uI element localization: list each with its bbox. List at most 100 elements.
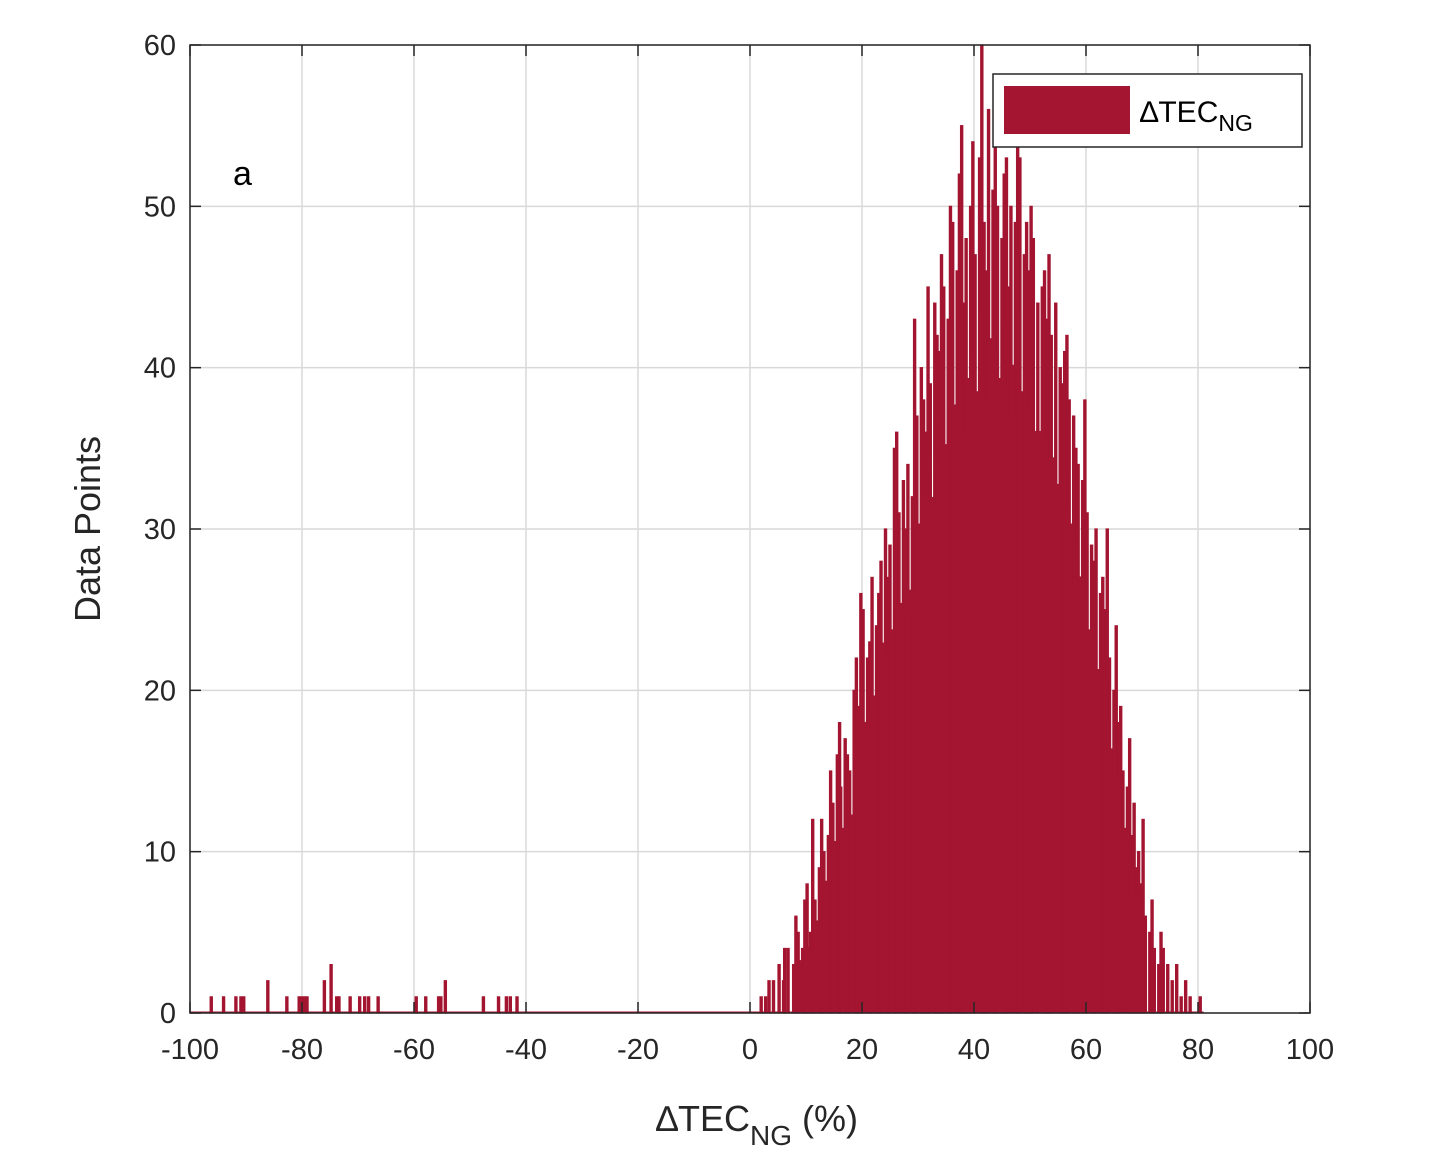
histogram-bar-fill xyxy=(969,351,973,1013)
histogram-bar-fill xyxy=(978,311,982,1013)
histogram-bar-fill xyxy=(1009,364,1016,1013)
histogram-bar-fill xyxy=(1126,827,1130,1013)
y-tick-label: 60 xyxy=(144,30,176,62)
histogram-bar-fill xyxy=(1090,642,1094,1013)
histogram-bar-fill xyxy=(951,404,958,1013)
x-tick-label: 100 xyxy=(1286,1034,1334,1066)
histogram-bar-fill xyxy=(859,682,863,1013)
histogram-bar xyxy=(302,996,306,1014)
histogram-bar xyxy=(209,996,213,1014)
x-tick-labels: -100 -80 -60 -40 -20 0 20 40 60 80 100 xyxy=(161,1034,1334,1066)
histogram-bar xyxy=(515,996,519,1014)
histogram-bar-fill xyxy=(794,946,799,1013)
histogram-bar-fill xyxy=(1139,907,1143,1013)
y-tick-labels: 0 10 20 30 40 50 60 xyxy=(144,30,176,1030)
histogram-bars xyxy=(190,44,1204,1014)
histogram-bar-fill xyxy=(904,616,908,1013)
histogram-bar-fill xyxy=(1005,417,1009,1013)
histogram-bar xyxy=(1174,963,1179,1014)
x-tick-label: -60 xyxy=(393,1034,435,1066)
histogram-bar-fill xyxy=(1050,457,1056,1013)
y-tick-label: 20 xyxy=(144,675,176,707)
histogram-bar-fill xyxy=(902,616,906,1013)
y-tick-label: 50 xyxy=(144,191,176,223)
histogram-bar-fill xyxy=(831,841,838,1013)
histogram-bar-fill xyxy=(991,338,996,1014)
histogram-bar-fill xyxy=(1047,457,1052,1013)
histogram-bar xyxy=(508,996,513,1014)
histogram-bar-fill xyxy=(806,946,811,1013)
histogram-bar-fill xyxy=(870,695,877,1013)
histogram-bar-fill xyxy=(915,523,922,1013)
histogram-bar xyxy=(376,996,380,1014)
histogram-bar-fill xyxy=(1077,576,1083,1013)
histogram-bar-fill xyxy=(1074,563,1079,1013)
histogram-bar xyxy=(1150,899,1154,1014)
x-tick-label: -20 xyxy=(617,1034,659,1066)
histogram-bar xyxy=(767,980,771,1014)
legend: ∆TECNG xyxy=(992,73,1303,148)
histogram-bar xyxy=(481,996,486,1014)
histogram-bar xyxy=(221,996,226,1014)
histogram-bar-fill xyxy=(1018,391,1025,1014)
histogram-bar-fill xyxy=(884,655,888,1013)
histogram-bar xyxy=(496,996,501,1014)
histogram-bar-fill xyxy=(1036,430,1043,1014)
x-tick-label: 40 xyxy=(958,1034,990,1066)
histogram-bar-fill xyxy=(949,364,953,1013)
histogram-bar-fill xyxy=(879,642,886,1013)
histogram-bar xyxy=(239,996,243,1014)
histogram-bar xyxy=(1179,996,1183,1014)
histogram-bar-fill xyxy=(844,801,848,1013)
histogram-bar-fill xyxy=(862,721,868,1013)
histogram-bar xyxy=(414,996,418,1014)
x-tick-label: -100 xyxy=(161,1034,219,1066)
y-tick-label: 0 xyxy=(160,998,176,1030)
histogram-bar-fill xyxy=(922,536,926,1013)
histogram-bar xyxy=(363,996,367,1014)
histogram-bar-fill xyxy=(987,338,993,1014)
histogram-bar xyxy=(439,996,443,1014)
histogram-bar-fill xyxy=(1061,497,1065,1013)
histogram-bar xyxy=(285,996,289,1014)
histogram-bar-fill xyxy=(940,417,944,1013)
y-tick-label: 30 xyxy=(144,514,176,546)
x-tick-label: 0 xyxy=(742,1034,758,1066)
histogram-bar-fill xyxy=(855,761,859,1013)
histogram-bar-fill xyxy=(1059,497,1063,1013)
x-tick-label: 20 xyxy=(846,1034,878,1066)
legend-entry-main: ∆TEC xyxy=(1140,96,1218,129)
y-tick-label: 40 xyxy=(144,353,176,385)
histogram-bar-fill xyxy=(1068,523,1074,1013)
histogram-bar-fill xyxy=(965,377,971,1013)
x-axis-label: ∆TECNG (%) xyxy=(656,1098,858,1151)
histogram-bar-fill xyxy=(838,827,841,1013)
histogram-bar-fill xyxy=(886,655,890,1013)
histogram-bar xyxy=(337,996,341,1014)
histogram-bar-fill xyxy=(818,893,822,1013)
histogram-bar-fill xyxy=(888,629,895,1013)
histogram-bar xyxy=(266,980,270,1014)
histogram-bar-fill xyxy=(839,827,846,1013)
histogram-bar-fill xyxy=(1133,893,1137,1013)
histogram-bar-fill xyxy=(827,867,831,1013)
histogram-bar-fill xyxy=(1016,311,1020,1013)
histogram-bar xyxy=(366,996,371,1014)
histogram-bar xyxy=(443,980,448,1014)
histogram-bar-fill xyxy=(1130,867,1135,1013)
histogram-bar-fill xyxy=(935,470,940,1014)
histogram-bar xyxy=(771,980,776,1014)
histogram-bar-fill xyxy=(797,960,803,1013)
histogram-bar xyxy=(348,996,352,1014)
histogram-bar-fill xyxy=(895,602,899,1013)
histogram-bar xyxy=(1183,980,1188,1014)
histogram-bar xyxy=(1159,931,1163,1014)
histogram-bar xyxy=(759,996,763,1014)
x-axis-label-main: ∆TEC xyxy=(656,1098,750,1139)
histogram-bar-fill xyxy=(1119,814,1123,1013)
x-tick-label: 60 xyxy=(1070,1034,1102,1066)
histogram-bar-fill xyxy=(956,404,960,1013)
x-axis-label-suffix: (%) xyxy=(792,1098,858,1139)
histogram-bar-fill xyxy=(875,695,879,1013)
histogram-bar-fill xyxy=(1106,721,1110,1013)
